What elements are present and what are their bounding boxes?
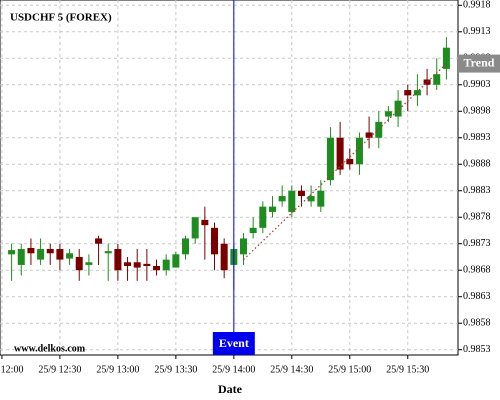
candle-body <box>124 262 132 266</box>
y-tick-label: 0.9868 <box>463 265 491 276</box>
y-tick-label: 0.9858 <box>463 318 491 329</box>
y-tick-label: 0.9873 <box>463 238 491 249</box>
y-tick-label: 0.9903 <box>463 79 491 90</box>
event-label: Event <box>219 336 249 350</box>
candle-body <box>288 190 296 212</box>
plot-area <box>0 0 459 356</box>
x-tick-label: 25/9 15:30 <box>386 364 429 375</box>
candle-body <box>201 219 209 226</box>
y-tick-label: 0.9853 <box>463 344 491 355</box>
candle-body <box>326 137 334 181</box>
chart-title: USDCHF 5 (FOREX) <box>10 12 112 24</box>
candle-body <box>355 137 363 165</box>
y-tick-label: 0.9918 <box>463 0 491 11</box>
x-tick-label: 25/9 14:00 <box>212 364 255 375</box>
candle-body <box>346 158 354 165</box>
candle-body <box>307 196 315 202</box>
candle-body <box>433 74 441 85</box>
watermark: www.delkos.com <box>14 343 86 354</box>
candle-body <box>191 217 199 239</box>
event-box <box>212 332 255 355</box>
y-tick-label: 0.9913 <box>463 26 491 37</box>
candle-body <box>27 247 35 254</box>
x-tick-label: 25/9 12:00 <box>0 364 23 375</box>
candle-body <box>404 90 412 96</box>
candle-body <box>75 256 83 271</box>
y-tick-label: 0.9888 <box>463 159 491 170</box>
x-tick-label: 25/9 12:30 <box>38 364 81 375</box>
x-axis-title: Date <box>218 382 243 396</box>
candle-body <box>375 121 383 138</box>
candle-body <box>143 263 151 266</box>
trend-line <box>243 63 447 261</box>
candle-body <box>8 250 16 255</box>
candle-body <box>95 238 103 244</box>
x-tick-label: 25/9 13:00 <box>96 364 139 375</box>
candle-body <box>249 227 257 234</box>
candle-body <box>162 259 170 271</box>
candle-body <box>278 196 286 202</box>
x-tick-label: 25/9 15:00 <box>328 364 371 375</box>
candle-body <box>259 206 267 228</box>
candle-body <box>133 262 141 268</box>
y-tick-label: 0.9878 <box>463 212 491 223</box>
candle-body <box>153 265 161 271</box>
x-tick-label: 25/9 14:30 <box>270 364 313 375</box>
candle-body <box>297 190 305 197</box>
y-tick-label: 0.9893 <box>463 132 491 143</box>
candle-body <box>104 251 112 254</box>
candle-body <box>336 137 344 170</box>
candle-body <box>37 249 45 260</box>
y-tick-label: 0.9898 <box>463 106 491 117</box>
candle-body <box>442 47 450 69</box>
candle-body <box>66 253 74 259</box>
candle-body <box>413 90 421 96</box>
candle-body <box>46 249 54 254</box>
x-tick-label: 25/9 13:30 <box>154 364 197 375</box>
candle-body <box>211 227 219 255</box>
y-tick-label: 0.9883 <box>463 185 491 196</box>
candle-body <box>394 100 402 117</box>
candle-body <box>17 249 25 265</box>
candle-body <box>172 254 180 268</box>
y-tick-label: 0.9863 <box>463 291 491 302</box>
trend-label-box <box>458 54 500 73</box>
candle-body <box>365 132 373 138</box>
candle-body <box>56 249 64 260</box>
candle-body <box>85 262 93 265</box>
candle-body <box>384 111 392 117</box>
candle-body <box>423 79 431 85</box>
candle-body <box>268 206 276 212</box>
candle-body <box>114 249 122 271</box>
trend-label: Trend <box>464 55 495 69</box>
candle-body <box>239 238 247 255</box>
candle-body <box>317 190 325 207</box>
candle-body <box>220 243 228 271</box>
candle-body <box>182 238 190 255</box>
